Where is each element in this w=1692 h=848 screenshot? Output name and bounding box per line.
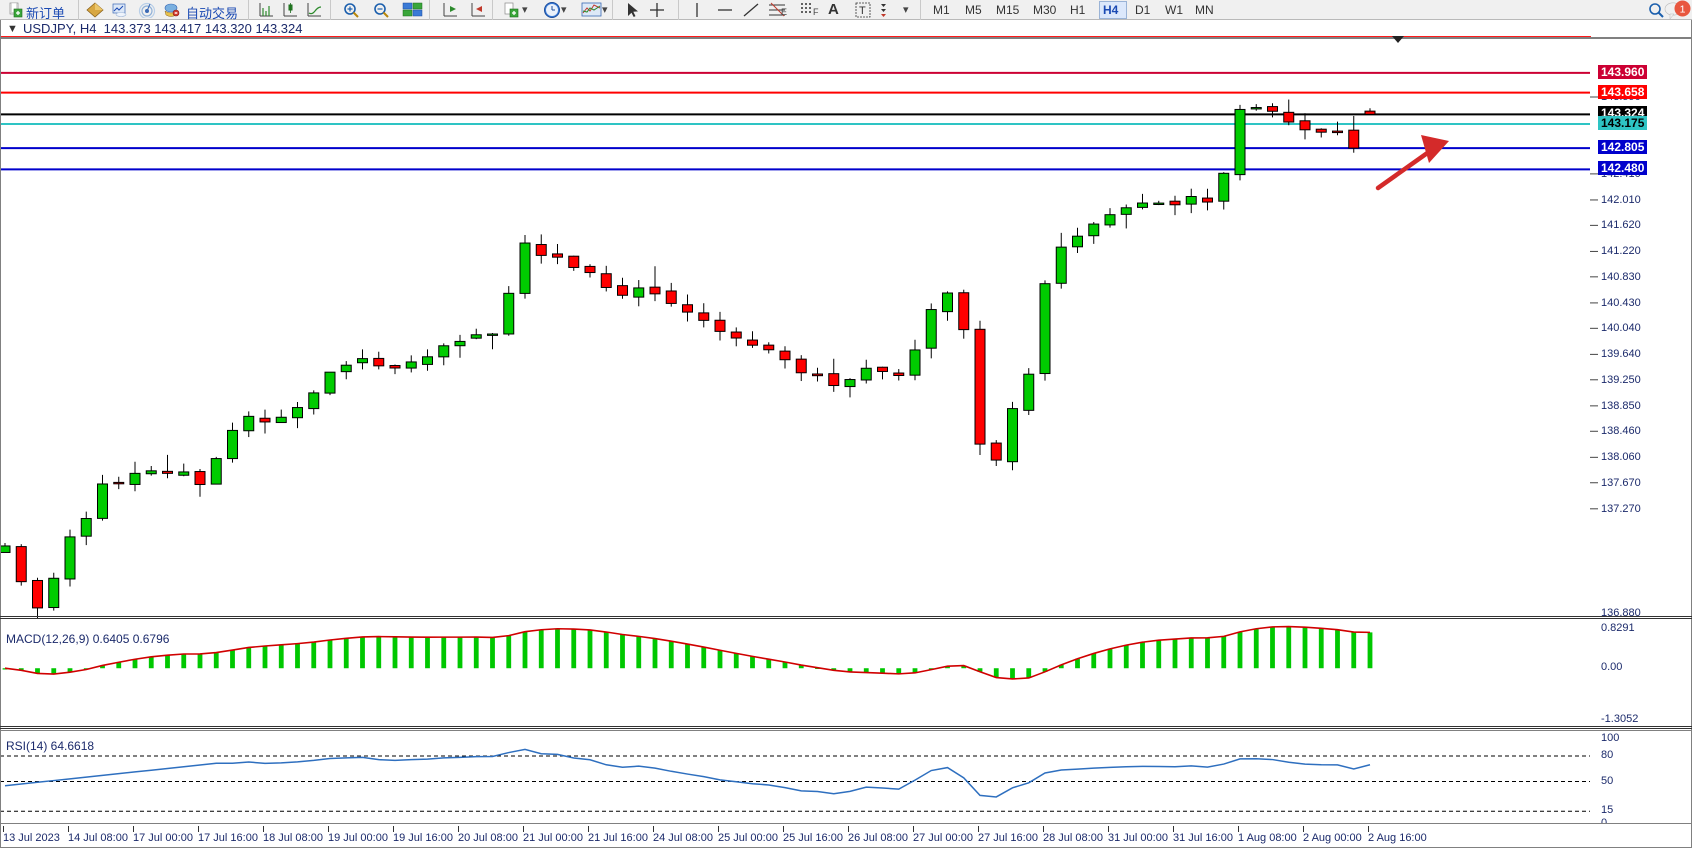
- svg-text:1: 1: [1680, 3, 1686, 15]
- svg-text:T: T: [859, 5, 866, 17]
